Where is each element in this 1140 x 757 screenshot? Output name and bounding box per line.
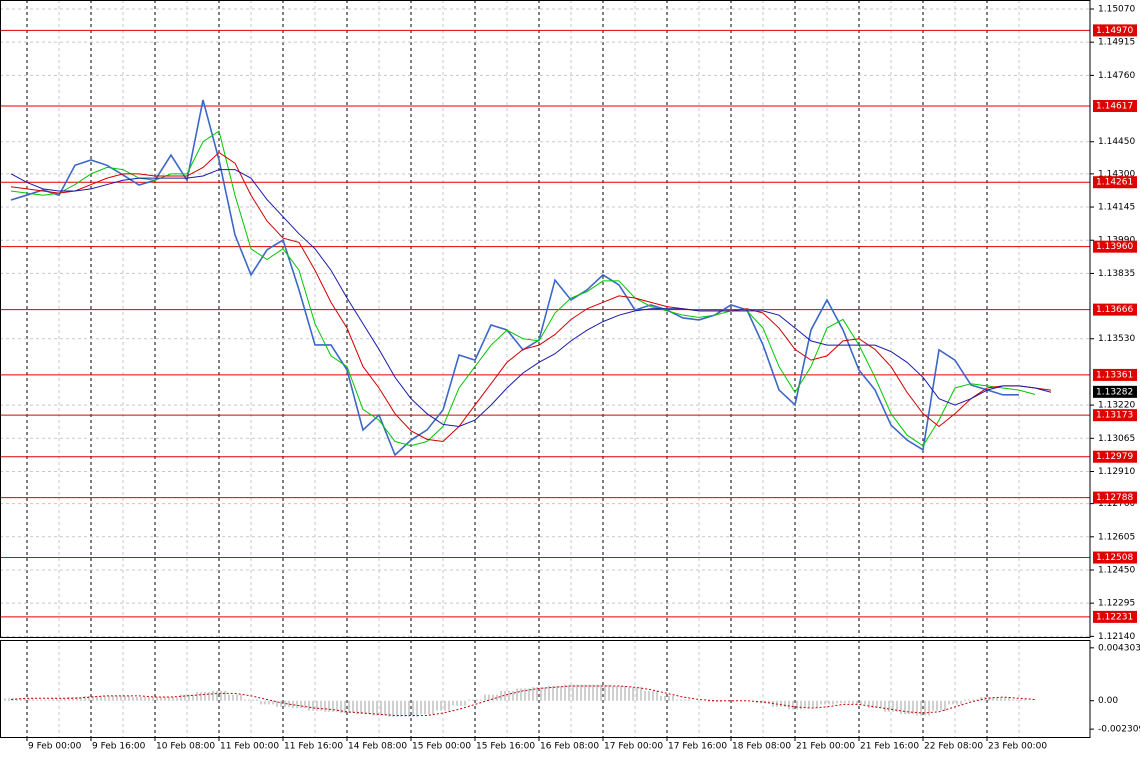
level-label: 1.12508 bbox=[1096, 553, 1133, 563]
x-tick-label: 16 Feb 08:00 bbox=[540, 742, 599, 752]
level-label: 1.14617 bbox=[1096, 101, 1133, 111]
y-tick-label: 1.14450 bbox=[1098, 137, 1135, 147]
y-tick-label: 1.13835 bbox=[1098, 269, 1135, 279]
x-tick-label: 14 Feb 08:00 bbox=[348, 742, 407, 752]
x-tick-label: 22 Feb 08:00 bbox=[924, 742, 983, 752]
y-tick-label: 1.13530 bbox=[1098, 334, 1135, 344]
level-label-box bbox=[1093, 240, 1137, 253]
x-tick-label: 11 Feb 00:00 bbox=[220, 742, 279, 752]
last-price-box bbox=[1093, 385, 1137, 398]
x-tick-label: 10 Feb 08:00 bbox=[156, 742, 215, 752]
level-label: 1.12979 bbox=[1096, 452, 1133, 462]
x-tick-label: 21 Feb 16:00 bbox=[860, 742, 919, 752]
y-tick-label: 1.13220 bbox=[1098, 401, 1135, 411]
y-tick-label: 1.14915 bbox=[1098, 38, 1135, 48]
osc-signal bbox=[10, 685, 1036, 716]
x-tick-label: 23 Feb 00:00 bbox=[988, 742, 1047, 752]
level-label-box bbox=[1093, 368, 1137, 381]
level-label-box bbox=[1093, 303, 1137, 316]
x-tick-label: 9 Feb 16:00 bbox=[92, 742, 146, 752]
level-label: 1.12788 bbox=[1096, 493, 1133, 503]
x-tick-label: 9 Feb 00:00 bbox=[28, 742, 82, 752]
level-label-box bbox=[1093, 450, 1137, 463]
y-tick-label: 1.13065 bbox=[1098, 434, 1135, 444]
level-label-box bbox=[1093, 99, 1137, 112]
y-tick-label: 1.14300 bbox=[1098, 169, 1135, 179]
x-tick-label: 15 Feb 00:00 bbox=[412, 742, 471, 752]
level-label-box bbox=[1093, 491, 1137, 504]
x-tick-label: 21 Feb 00:00 bbox=[796, 742, 855, 752]
moving-average bbox=[10, 130, 1036, 447]
y-tick-label: 1.12910 bbox=[1098, 467, 1135, 477]
moving-average bbox=[10, 169, 1052, 428]
panel-border bbox=[0, 0, 1091, 638]
level-label: 1.14261 bbox=[1096, 178, 1133, 188]
y-tick-label: 1.12605 bbox=[1098, 532, 1135, 542]
level-label: 1.13960 bbox=[1096, 242, 1133, 252]
level-label: 1.13666 bbox=[1096, 305, 1133, 315]
level-label: 1.13361 bbox=[1096, 370, 1133, 380]
x-tick-label: 17 Feb 00:00 bbox=[604, 742, 663, 752]
x-tick-label: 11 Feb 16:00 bbox=[284, 742, 343, 752]
y-tick-label: 1.12295 bbox=[1098, 599, 1135, 609]
level-label: 1.14970 bbox=[1096, 26, 1133, 36]
level-label-box bbox=[1093, 610, 1137, 623]
y-tick-label: 0.00 bbox=[1098, 696, 1118, 706]
moving-average bbox=[10, 151, 1052, 443]
y-tick-label: 1.14760 bbox=[1098, 71, 1135, 81]
y-tick-label: 1.15070 bbox=[1098, 4, 1135, 14]
y-tick-label: 1.12140 bbox=[1098, 632, 1135, 642]
y-tick-label: -0.002309 bbox=[1098, 725, 1140, 735]
y-tick-label: 1.12450 bbox=[1098, 565, 1135, 575]
y-tick-label: 0.004303 bbox=[1098, 643, 1140, 653]
y-tick-label: 1.14145 bbox=[1098, 203, 1135, 213]
price-line bbox=[10, 99, 1019, 457]
x-tick-label: 15 Feb 16:00 bbox=[476, 742, 535, 752]
y-tick-label: 1.12760 bbox=[1098, 499, 1135, 509]
panel-border bbox=[0, 640, 1091, 738]
last-price-label: 1.13282 bbox=[1096, 387, 1133, 397]
level-label-box bbox=[1093, 409, 1137, 422]
x-tick-label: 18 Feb 08:00 bbox=[732, 742, 791, 752]
level-label-box bbox=[1093, 24, 1137, 37]
level-label-box bbox=[1093, 551, 1137, 564]
x-tick-label: 17 Feb 16:00 bbox=[668, 742, 727, 752]
level-label: 1.13173 bbox=[1096, 411, 1133, 421]
level-label-box bbox=[1093, 176, 1137, 189]
level-label: 1.12231 bbox=[1096, 612, 1133, 622]
